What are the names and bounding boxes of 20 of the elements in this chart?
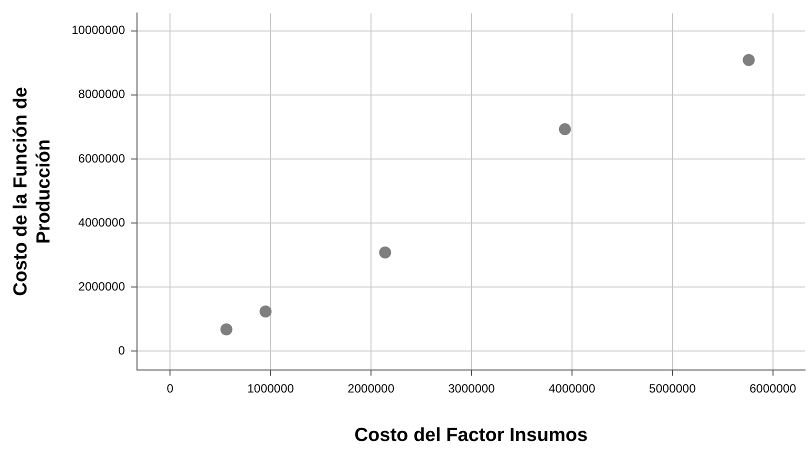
x-tick-label: 4000000 xyxy=(548,381,596,396)
y-tick-label: 8000000 xyxy=(78,87,126,102)
x-tick-label: 0 xyxy=(166,381,174,396)
y-tick-label: 10000000 xyxy=(72,23,126,38)
x-tick-label: 3000000 xyxy=(448,381,496,396)
point xyxy=(379,246,392,259)
point xyxy=(558,123,571,136)
y-axis-title: Costo de la Función de Producción xyxy=(10,86,54,296)
y-tick-label: 4000000 xyxy=(78,215,126,230)
point xyxy=(220,323,232,336)
x-tick-label: 1000000 xyxy=(247,381,294,396)
x-tick-label: 6000000 xyxy=(749,381,797,396)
x-tick-label: 5000000 xyxy=(649,381,696,396)
y-tick-label: 0 xyxy=(118,344,126,358)
point xyxy=(260,305,272,318)
x-axis-title: Costo del Factor Insumos xyxy=(354,424,588,446)
x-tick-label: 2000000 xyxy=(348,381,395,396)
y-tick-label: 2000000 xyxy=(78,279,126,294)
point xyxy=(742,54,755,66)
y-tick-label: 6000000 xyxy=(78,151,126,166)
